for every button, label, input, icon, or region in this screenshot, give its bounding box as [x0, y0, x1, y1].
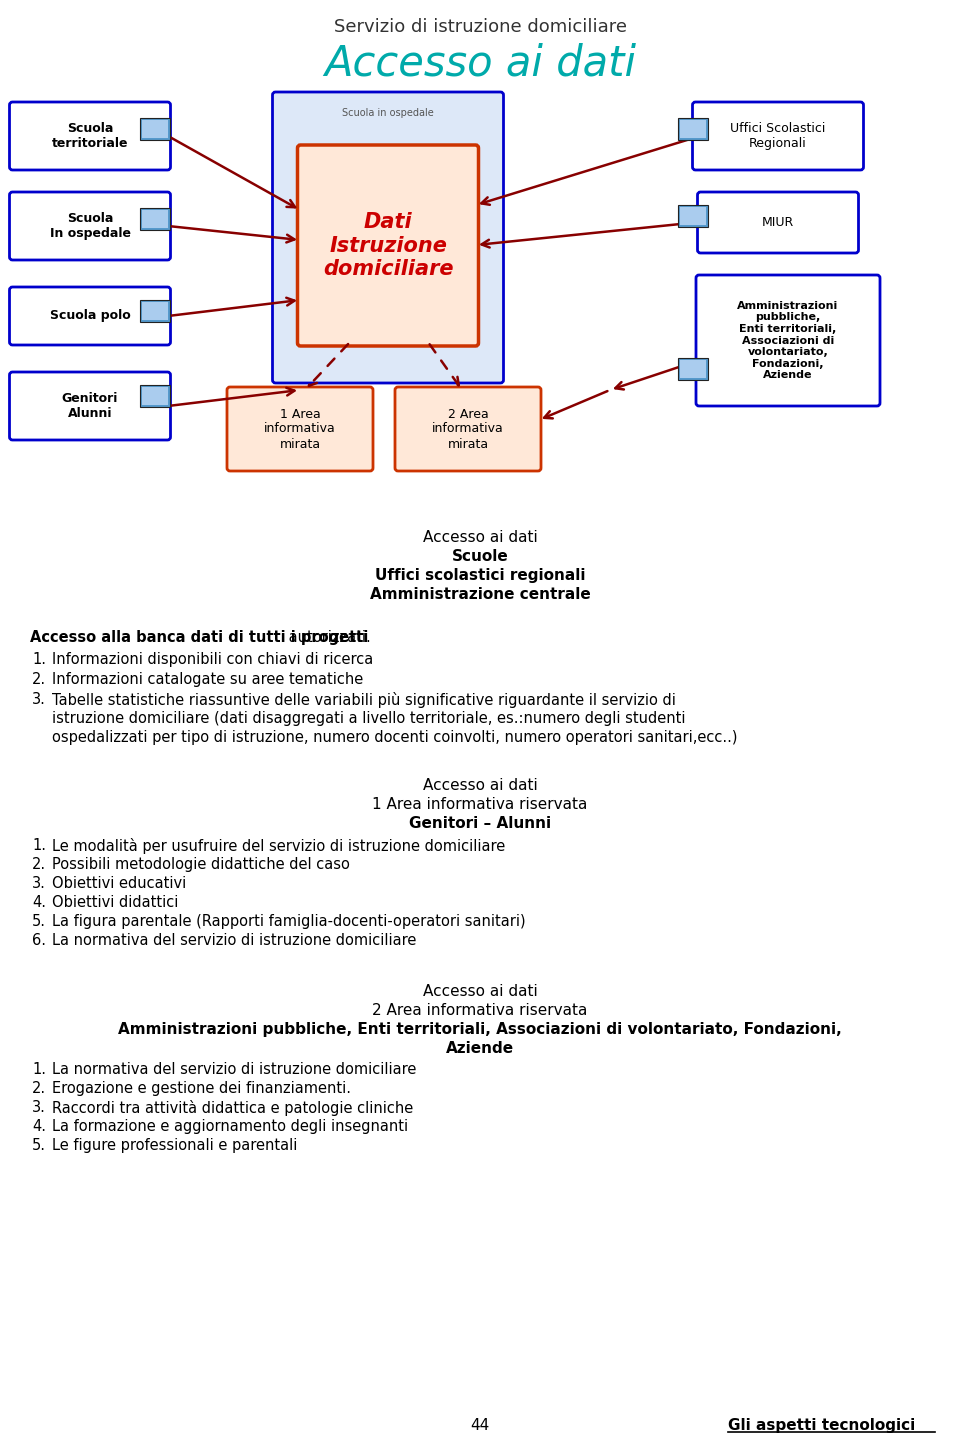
- Text: Scuola in ospedale: Scuola in ospedale: [342, 108, 434, 118]
- Text: 1.: 1.: [32, 651, 46, 667]
- Text: 3.: 3.: [32, 1101, 46, 1115]
- Text: Possibili metodologie didattiche del caso: Possibili metodologie didattiche del cas…: [52, 856, 349, 872]
- FancyBboxPatch shape: [10, 192, 171, 260]
- FancyBboxPatch shape: [395, 387, 541, 471]
- Text: Amministrazioni
pubbliche,
Enti territoriali,
Associazioni di
volontariato,
Fond: Amministrazioni pubbliche, Enti territor…: [737, 301, 839, 381]
- Text: 1.: 1.: [32, 1061, 46, 1077]
- Text: 4.: 4.: [32, 896, 46, 910]
- FancyBboxPatch shape: [678, 118, 708, 140]
- Text: 2.: 2.: [32, 672, 46, 686]
- Text: Le figure professionali e parentali: Le figure professionali e parentali: [52, 1138, 298, 1153]
- FancyBboxPatch shape: [678, 358, 708, 379]
- FancyBboxPatch shape: [10, 102, 171, 170]
- Text: Tabelle statistiche riassuntive delle variabili più significative riguardante il: Tabelle statistiche riassuntive delle va…: [52, 692, 676, 708]
- Text: Informazioni catalogate su aree tematiche: Informazioni catalogate su aree tematich…: [52, 672, 363, 686]
- FancyBboxPatch shape: [140, 118, 170, 140]
- Text: Aziende: Aziende: [446, 1041, 514, 1056]
- Text: Accesso ai dati: Accesso ai dati: [422, 778, 538, 792]
- Text: La figura parentale (Rapporti famiglia-docenti-operatori sanitari): La figura parentale (Rapporti famiglia-d…: [52, 915, 526, 929]
- Text: 2.: 2.: [32, 1080, 46, 1096]
- Text: Uffici scolastici regionali: Uffici scolastici regionali: [374, 569, 586, 583]
- Text: Scuola
territoriale: Scuola territoriale: [52, 122, 129, 150]
- FancyBboxPatch shape: [273, 92, 503, 382]
- Text: 1 Area informativa riservata: 1 Area informativa riservata: [372, 797, 588, 811]
- Text: Genitori – Alunni: Genitori – Alunni: [409, 816, 551, 832]
- Text: Amministrazioni pubbliche, Enti territoriali, Associazioni di volontariato, Fond: Amministrazioni pubbliche, Enti territor…: [118, 1022, 842, 1037]
- Text: Scuola
In ospedale: Scuola In ospedale: [50, 212, 131, 240]
- Text: Gli aspetti tecnologici: Gli aspetti tecnologici: [728, 1418, 915, 1434]
- Text: 4.: 4.: [32, 1120, 46, 1134]
- Text: 1.: 1.: [32, 838, 46, 853]
- FancyBboxPatch shape: [696, 275, 880, 406]
- Text: 5.: 5.: [32, 915, 46, 929]
- Text: Genitori
Alunni: Genitori Alunni: [61, 393, 118, 420]
- Text: Scuola polo: Scuola polo: [50, 310, 131, 323]
- FancyBboxPatch shape: [227, 387, 373, 471]
- Text: Obiettivi educativi: Obiettivi educativi: [52, 875, 186, 891]
- Text: La normativa del servizio di istruzione domiciliare: La normativa del servizio di istruzione …: [52, 1061, 417, 1077]
- Text: Raccordi tra attività didattica e patologie cliniche: Raccordi tra attività didattica e patolo…: [52, 1101, 413, 1117]
- FancyBboxPatch shape: [10, 286, 171, 345]
- FancyBboxPatch shape: [142, 302, 168, 320]
- FancyBboxPatch shape: [692, 102, 863, 170]
- Text: 2 Area informativa riservata: 2 Area informativa riservata: [372, 1003, 588, 1018]
- FancyBboxPatch shape: [680, 121, 706, 138]
- Text: 6.: 6.: [32, 933, 46, 948]
- FancyBboxPatch shape: [142, 387, 168, 406]
- Text: autorizzati.: autorizzati.: [284, 630, 371, 646]
- Text: Servizio di istruzione domiciliare: Servizio di istruzione domiciliare: [333, 17, 627, 36]
- Text: Accesso ai dati: Accesso ai dati: [422, 531, 538, 545]
- Text: Scuole: Scuole: [451, 550, 509, 564]
- Text: Dati
Istruzione
domiciliare: Dati Istruzione domiciliare: [323, 212, 453, 279]
- Text: 44: 44: [470, 1418, 490, 1434]
- Text: 5.: 5.: [32, 1138, 46, 1153]
- FancyBboxPatch shape: [140, 300, 170, 321]
- Text: istruzione domiciliare (dati disaggregati a livello territoriale, es.:numero deg: istruzione domiciliare (dati disaggregat…: [52, 711, 685, 726]
- Text: MIUR: MIUR: [762, 217, 794, 228]
- FancyBboxPatch shape: [140, 208, 170, 230]
- Text: 2.: 2.: [32, 856, 46, 872]
- FancyBboxPatch shape: [698, 192, 858, 253]
- FancyBboxPatch shape: [298, 145, 478, 346]
- Text: Obiettivi didattici: Obiettivi didattici: [52, 896, 179, 910]
- FancyBboxPatch shape: [678, 205, 708, 227]
- FancyBboxPatch shape: [10, 372, 171, 441]
- FancyBboxPatch shape: [142, 209, 168, 228]
- FancyBboxPatch shape: [140, 385, 170, 407]
- Text: Accesso ai dati: Accesso ai dati: [324, 42, 636, 84]
- Text: Accesso ai dati: Accesso ai dati: [422, 984, 538, 999]
- Text: Erogazione e gestione dei finanziamenti.: Erogazione e gestione dei finanziamenti.: [52, 1080, 351, 1096]
- Text: La normativa del servizio di istruzione domiciliare: La normativa del servizio di istruzione …: [52, 933, 417, 948]
- Text: Amministrazione centrale: Amministrazione centrale: [370, 587, 590, 602]
- FancyBboxPatch shape: [142, 121, 168, 138]
- Text: 1 Area
informativa
mirata: 1 Area informativa mirata: [264, 407, 336, 451]
- FancyBboxPatch shape: [680, 361, 706, 378]
- Text: Uffici Scolastici
Regionali: Uffici Scolastici Regionali: [731, 122, 826, 150]
- Text: 2 Area
informativa
mirata: 2 Area informativa mirata: [432, 407, 504, 451]
- Text: La formazione e aggiornamento degli insegnanti: La formazione e aggiornamento degli inse…: [52, 1120, 408, 1134]
- Text: 3.: 3.: [32, 692, 46, 707]
- Text: Accesso alla banca dati di tutti i progetti: Accesso alla banca dati di tutti i proge…: [30, 630, 369, 646]
- FancyBboxPatch shape: [680, 206, 706, 225]
- Text: Le modalità per usufruire del servizio di istruzione domiciliare: Le modalità per usufruire del servizio d…: [52, 838, 505, 853]
- Text: 3.: 3.: [32, 875, 46, 891]
- Text: ospedalizzati per tipo di istruzione, numero docenti coinvolti, numero operatori: ospedalizzati per tipo di istruzione, nu…: [52, 730, 737, 744]
- Text: Informazioni disponibili con chiavi di ricerca: Informazioni disponibili con chiavi di r…: [52, 651, 373, 667]
